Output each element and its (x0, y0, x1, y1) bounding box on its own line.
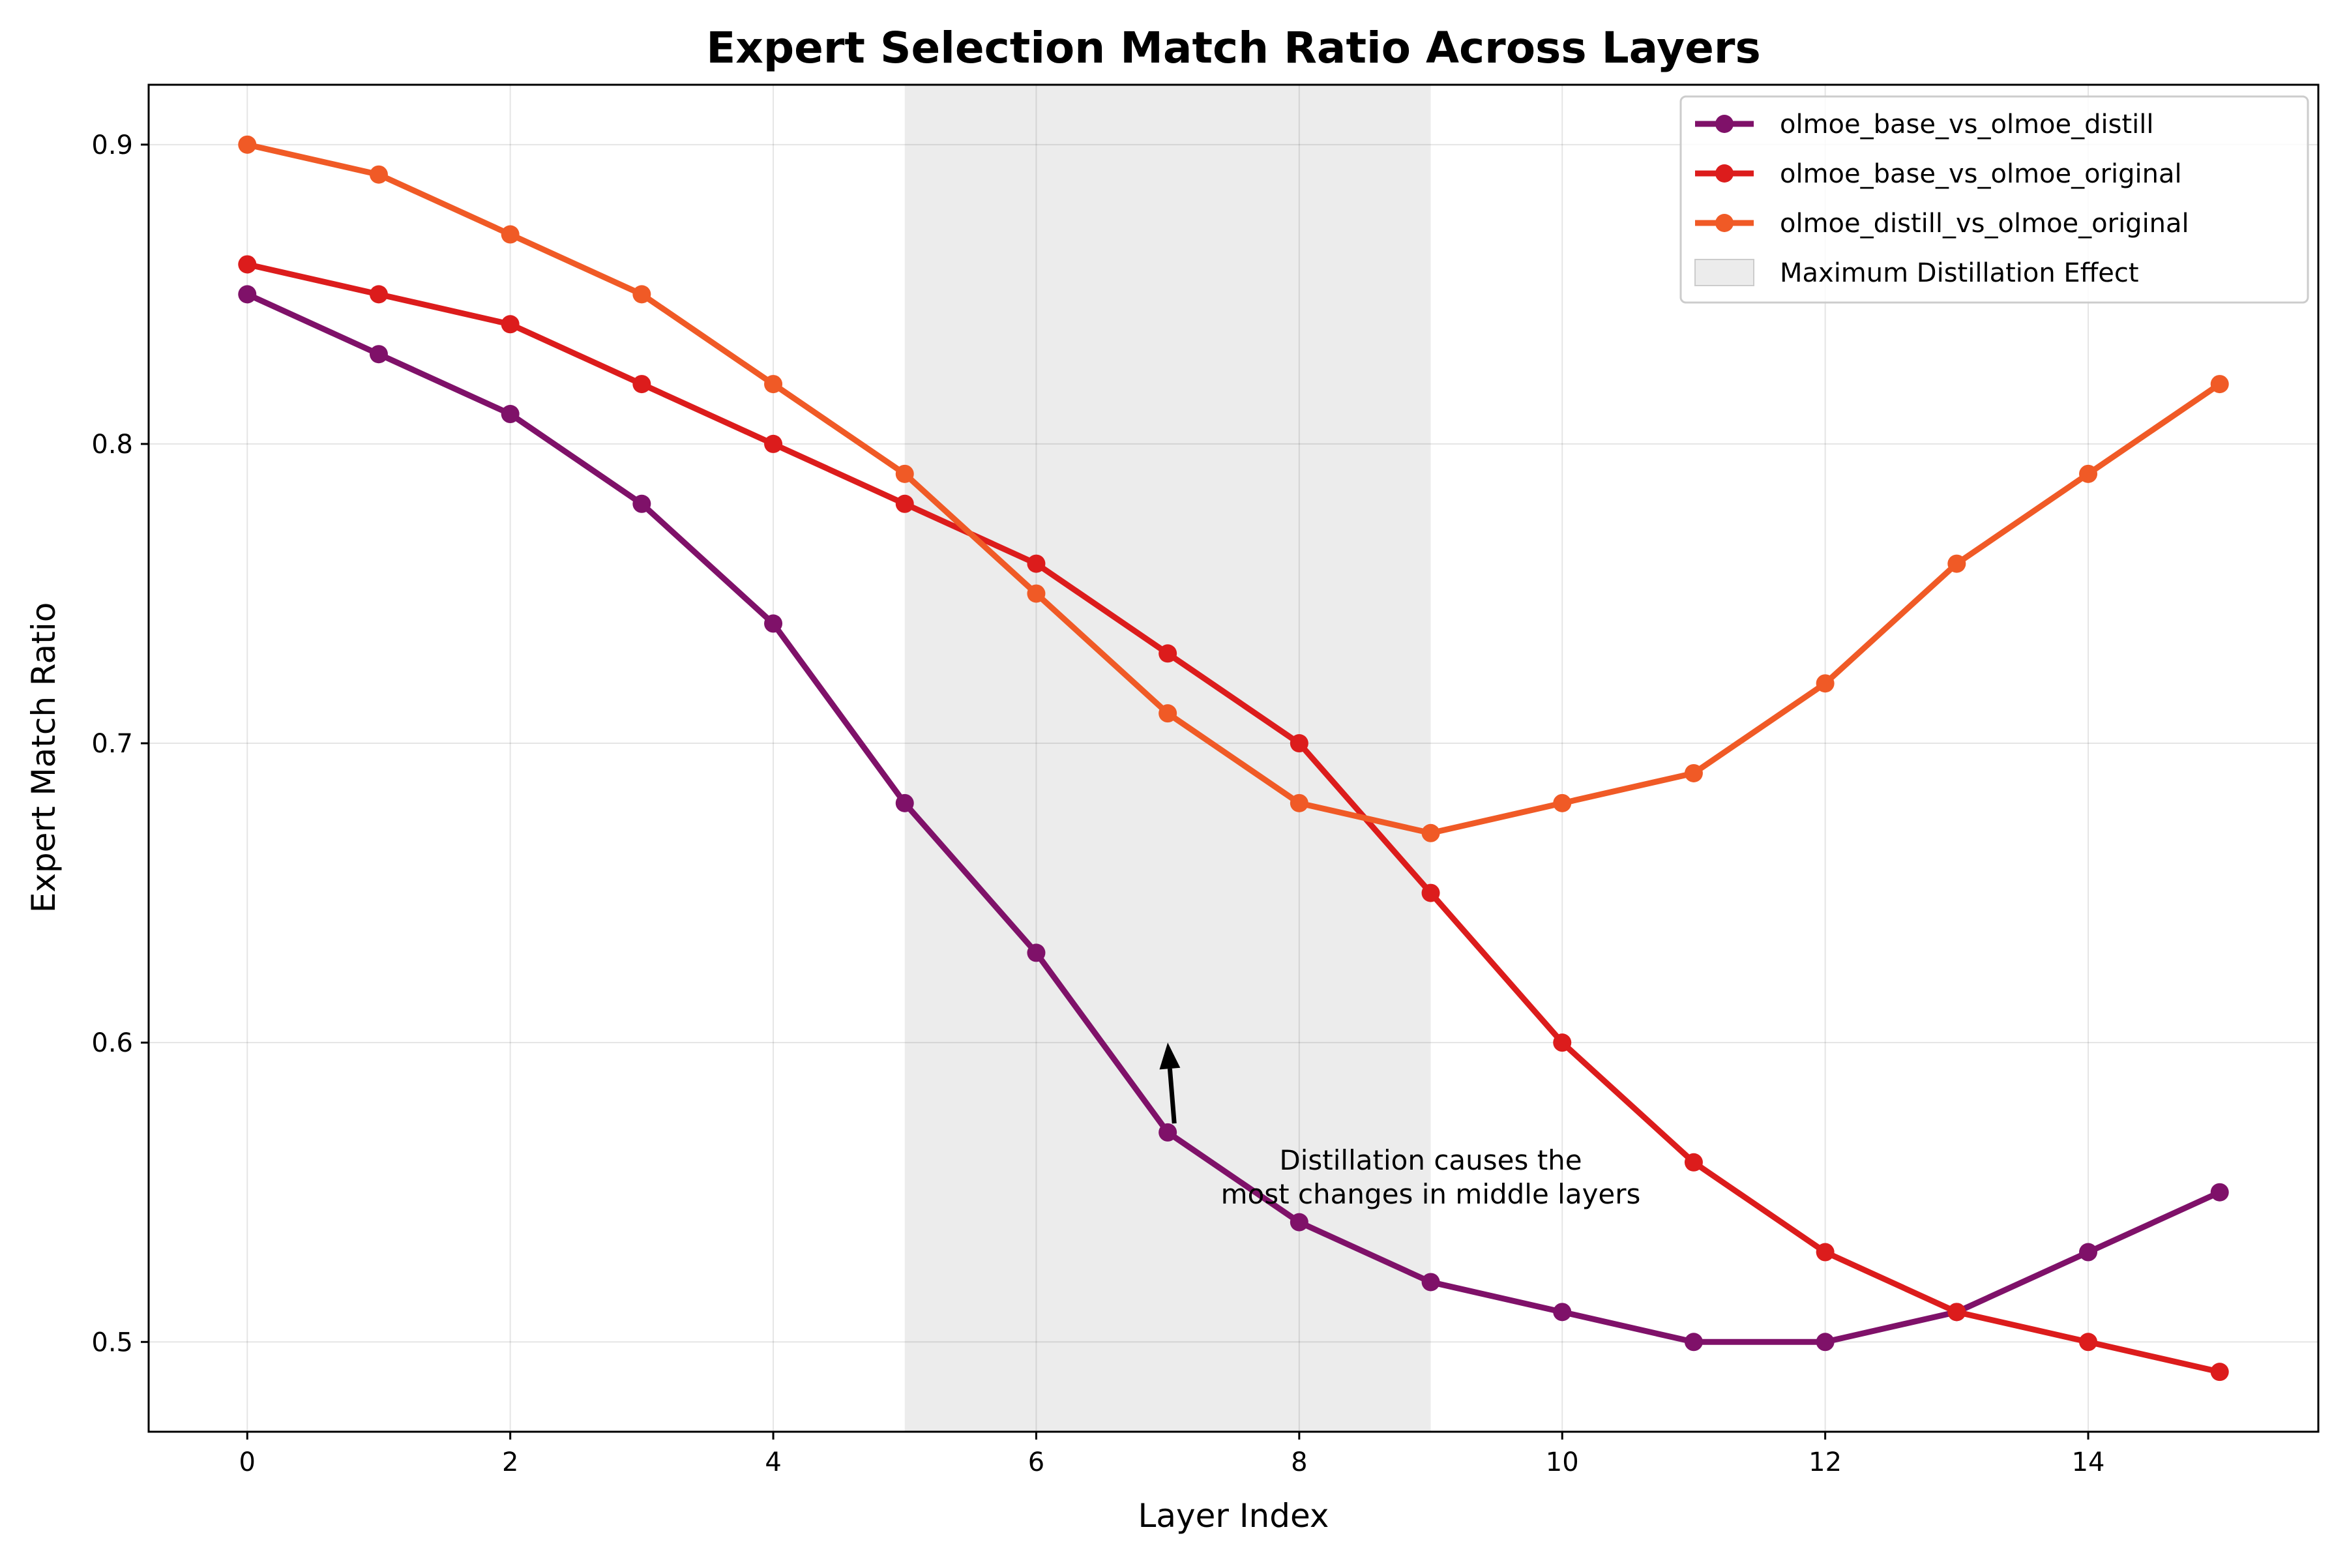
series-1-point (1421, 1273, 1440, 1292)
series-1-point (1290, 1213, 1308, 1232)
series-2-point (2210, 1363, 2229, 1382)
series-line-2 (244, 261, 2223, 1375)
series-3-point (2079, 464, 2098, 483)
x-axis-label: Layer Index (1138, 1497, 1329, 1535)
annotation-text: most changes in middle layers (1221, 1178, 1641, 1210)
legend-marker (1715, 115, 1734, 133)
series-3-point (1553, 793, 1572, 812)
y-tick-label: 0.5 (91, 1327, 133, 1357)
series-1-point (1816, 1333, 1835, 1352)
series-1-point (369, 345, 388, 364)
series-1-point (1027, 943, 1046, 962)
series-1-point (1684, 1333, 1703, 1352)
series-3-point (895, 464, 914, 483)
series-2-point (1553, 1033, 1572, 1052)
x-tick-label: 8 (1291, 1447, 1307, 1477)
series-1-point (1159, 1123, 1177, 1142)
series-2-point (1421, 883, 1440, 902)
series-3-point (1816, 674, 1835, 693)
series-2-point (369, 285, 388, 304)
series-2-point (238, 255, 257, 274)
x-tick-label: 12 (1808, 1447, 1842, 1477)
series-line-3 (244, 141, 2223, 836)
series-3-point (1027, 584, 1046, 603)
series-1-point (632, 494, 651, 513)
y-tick-label: 0.7 (91, 729, 133, 759)
series-2-point (501, 315, 520, 334)
legend-label: olmoe_base_vs_olmoe_original (1780, 159, 2182, 189)
series-2-point (764, 434, 783, 453)
series-3-point (764, 375, 783, 394)
series-3-point (1947, 554, 1966, 573)
annotation-arrowhead (1159, 1043, 1181, 1070)
series-3-point (1290, 793, 1308, 812)
series-1-point (764, 614, 783, 633)
series-1-point (2210, 1183, 2229, 1202)
y-tick-label: 0.6 (91, 1028, 133, 1058)
series-1-point (2079, 1243, 2098, 1262)
series-3-point (369, 165, 388, 184)
series-2-point (1159, 644, 1177, 663)
x-tick-label: 10 (1546, 1447, 1579, 1477)
series-2-point (1027, 554, 1046, 573)
series-1-point (238, 285, 257, 304)
x-tick-label: 4 (765, 1447, 781, 1477)
series-3-point (632, 285, 651, 304)
plot-frame (147, 83, 2320, 1433)
series-3-point (238, 135, 257, 154)
chart-title: Expert Selection Match Ratio Across Laye… (706, 23, 1761, 73)
annotation-text: Distillation causes the (1279, 1144, 1582, 1176)
legend-label: Maximum Distillation Effect (1780, 258, 2139, 288)
series-2-point (1947, 1303, 1966, 1322)
x-tick-label: 6 (1028, 1447, 1044, 1477)
shaded-region (904, 85, 1431, 1432)
legend: olmoe_base_vs_olmoe_distill olmoe_base_vs… (1679, 95, 2309, 304)
series-1-point (1553, 1303, 1572, 1322)
y-axis-label: Expert Match Ratio (25, 602, 63, 913)
series-2-point (1816, 1243, 1835, 1262)
series-3-point (1684, 763, 1703, 782)
legend-swatch-shaded (1694, 259, 1754, 286)
series-line-1 (244, 291, 2223, 1345)
series-2-point (1290, 734, 1308, 753)
x-tick-label: 0 (239, 1447, 256, 1477)
series-2-point (2079, 1333, 2098, 1352)
legend-label: olmoe_base_vs_olmoe_distill (1780, 110, 2154, 140)
x-tick-label: 2 (502, 1447, 518, 1477)
x-tick-label: 14 (2072, 1447, 2105, 1477)
annotation-arrow (1167, 1068, 1177, 1124)
y-tick-label: 0.8 (91, 430, 133, 460)
legend-marker (1715, 214, 1734, 232)
series-1-point (895, 793, 914, 812)
series-3-point (1421, 823, 1440, 842)
legend-label: olmoe_distill_vs_olmoe_original (1780, 209, 2189, 239)
series-3-point (501, 225, 520, 244)
y-tick-label: 0.9 (91, 130, 133, 160)
series-3-point (1159, 704, 1177, 723)
series-2-point (1684, 1153, 1703, 1172)
series-2-point (895, 494, 914, 513)
legend-marker (1715, 164, 1734, 183)
legend-box (1679, 95, 2309, 304)
series-2-point (632, 375, 651, 394)
series-1-point (501, 405, 520, 424)
series-3-point (2210, 375, 2229, 394)
